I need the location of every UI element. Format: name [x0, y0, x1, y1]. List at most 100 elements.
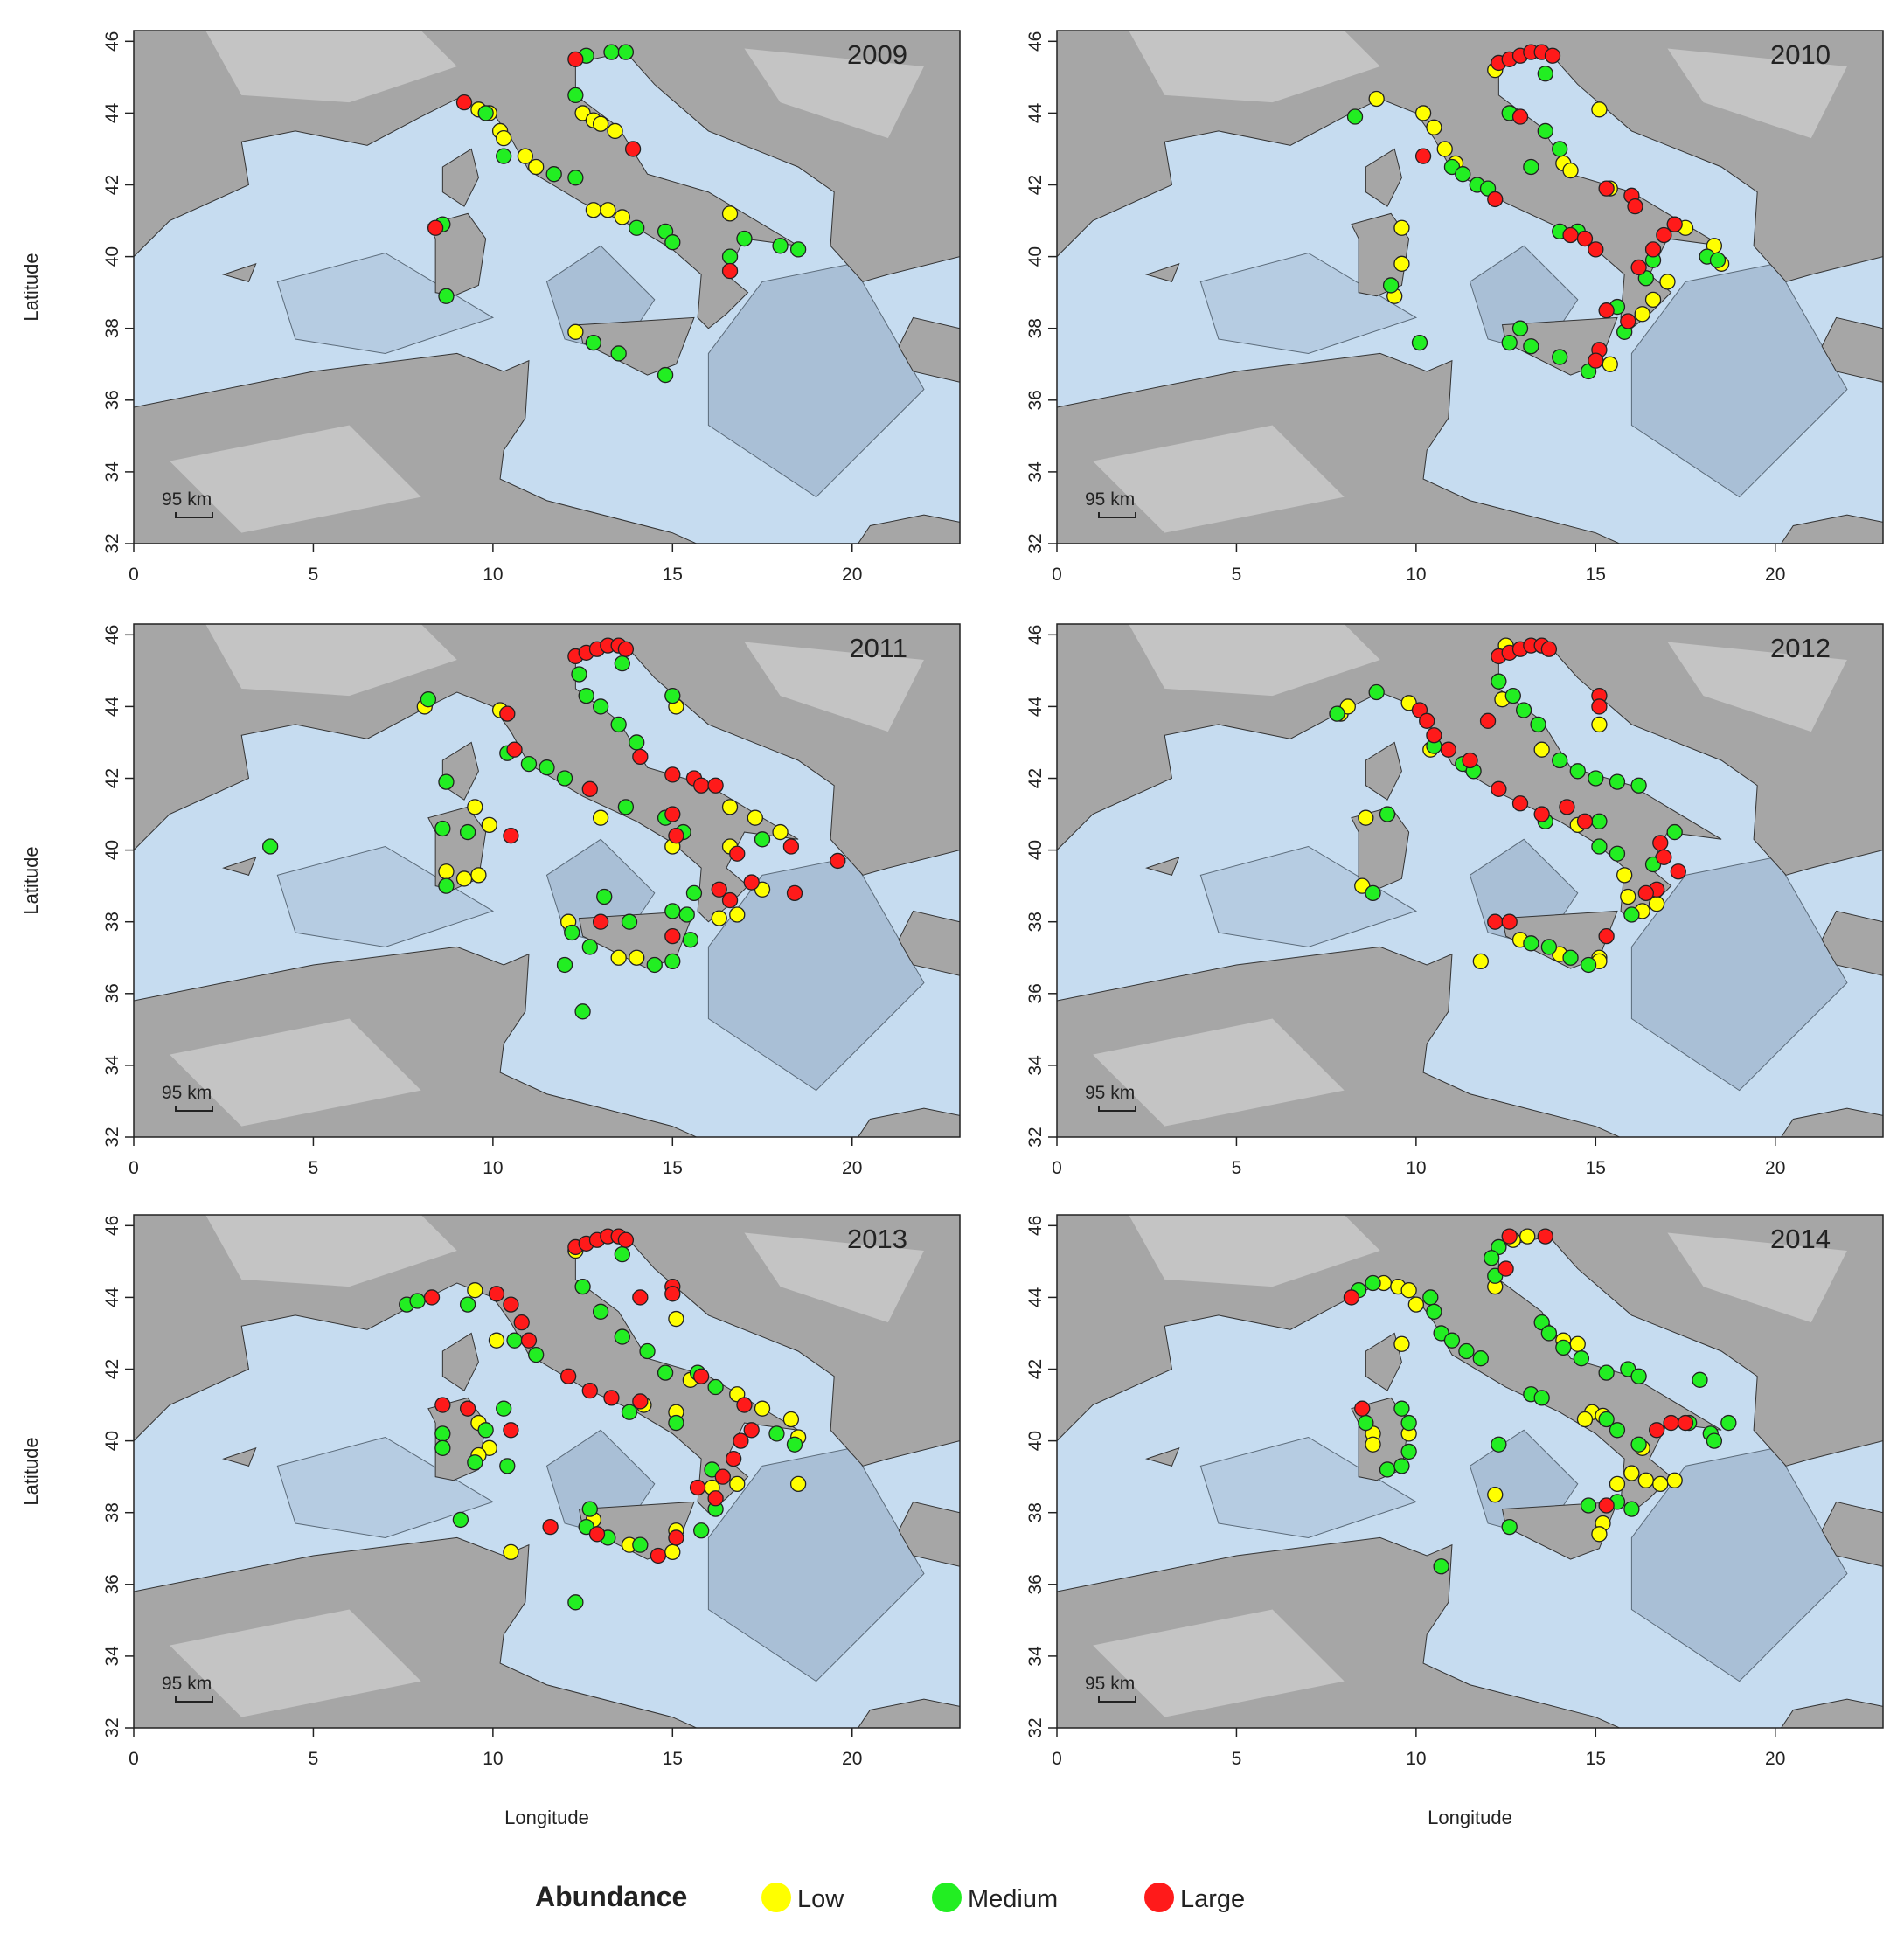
point — [1616, 867, 1633, 884]
point — [545, 166, 562, 183]
point — [617, 799, 635, 815]
point — [520, 755, 538, 773]
point — [477, 105, 494, 121]
x-tick-label: 20 — [1765, 1749, 1785, 1769]
point — [657, 1364, 674, 1381]
point — [1609, 1422, 1626, 1439]
point — [664, 766, 681, 783]
point — [1491, 673, 1507, 690]
x-tick-label: 15 — [663, 565, 683, 585]
point — [664, 234, 681, 251]
point — [499, 705, 516, 722]
point — [567, 51, 584, 67]
x-tick-label: 0 — [1052, 1158, 1062, 1178]
point — [1511, 108, 1529, 125]
point — [423, 1289, 441, 1306]
point — [1479, 712, 1497, 729]
point — [664, 1286, 681, 1302]
x-tick-label: 0 — [129, 565, 139, 585]
map-panel: 0 5 10 15 20 32 34 36 38 40 42 44 46 2012 95 km — [1025, 623, 1884, 1178]
point — [556, 956, 573, 974]
point — [1501, 1518, 1518, 1536]
point — [1343, 1289, 1360, 1306]
panel-year: 2012 — [1770, 633, 1831, 663]
y-tick-label: 42 — [102, 175, 122, 195]
scale-bar — [175, 1106, 213, 1112]
y-tick-label: 40 — [102, 1431, 122, 1451]
point — [438, 863, 455, 880]
point — [1591, 716, 1608, 733]
point — [1501, 1228, 1518, 1245]
point — [1358, 1414, 1374, 1432]
scale-label: 95 km — [1085, 1083, 1135, 1103]
point — [1411, 334, 1428, 351]
point — [693, 777, 710, 794]
x-tick-label: 0 — [1052, 1749, 1062, 1769]
point — [603, 1390, 620, 1406]
point — [632, 1289, 649, 1306]
point — [467, 1282, 483, 1299]
point — [1426, 727, 1442, 744]
point — [1609, 845, 1626, 862]
point — [588, 1526, 606, 1543]
point — [721, 262, 739, 280]
point — [1358, 809, 1374, 826]
point — [632, 1393, 649, 1410]
point — [1365, 884, 1381, 902]
point — [488, 1332, 505, 1349]
scale-label: 95 km — [162, 489, 212, 510]
point — [1422, 1289, 1439, 1306]
y-tick-label: 36 — [102, 390, 122, 410]
point — [488, 1286, 505, 1302]
scale-label: 95 km — [1085, 1674, 1135, 1694]
x-axis-title: Longitude — [504, 1807, 589, 1828]
x-tick-label: 5 — [1232, 1158, 1242, 1178]
point — [503, 1543, 519, 1561]
point — [1491, 1436, 1507, 1453]
y-tick-label: 44 — [1025, 102, 1046, 123]
basemap — [134, 31, 960, 598]
point — [789, 241, 807, 258]
point — [459, 1400, 476, 1417]
panel-year: 2014 — [1770, 1224, 1831, 1254]
plot-frame — [133, 1214, 961, 1729]
point — [517, 148, 533, 164]
point — [592, 1303, 609, 1320]
point — [1400, 1282, 1417, 1299]
point — [646, 956, 663, 974]
point — [585, 202, 602, 218]
point — [1484, 1250, 1500, 1266]
point — [1523, 338, 1539, 355]
x-tick-label: 20 — [1765, 1158, 1785, 1178]
y-tick-label: 36 — [1025, 983, 1046, 1003]
point — [1393, 219, 1410, 236]
point — [685, 884, 703, 902]
point — [1414, 105, 1432, 121]
point — [664, 806, 681, 822]
point — [617, 641, 635, 657]
x-tick-label: 0 — [129, 1749, 139, 1769]
y-tick-label: 38 — [102, 912, 122, 932]
point — [1588, 770, 1604, 787]
point — [1462, 752, 1478, 769]
map-panel: 0 5 10 15 20 32 34 36 38 40 42 44 46 Longitude 2014 95 … — [1025, 1214, 1884, 1828]
point — [592, 115, 609, 132]
point — [1602, 356, 1618, 372]
y-tick-label: 32 — [1025, 1717, 1046, 1737]
point — [520, 1332, 538, 1349]
point — [1555, 1339, 1572, 1356]
point — [438, 773, 455, 790]
point — [1329, 705, 1345, 722]
y-tick-label: 36 — [1025, 1574, 1046, 1594]
x-tick-label: 10 — [1406, 1749, 1426, 1769]
basemap — [134, 1215, 960, 1782]
point — [1630, 1368, 1647, 1384]
x-tick-label: 10 — [1406, 565, 1426, 585]
point — [1569, 763, 1586, 780]
y-tick-label: 32 — [102, 533, 122, 553]
y-tick-label: 38 — [102, 1502, 122, 1522]
point — [707, 1490, 724, 1507]
point — [1562, 162, 1579, 179]
map-panel: 0 5 10 15 20 32 34 36 38 40 42 44 46 2010 95 km — [1025, 30, 1884, 585]
point — [528, 158, 545, 176]
